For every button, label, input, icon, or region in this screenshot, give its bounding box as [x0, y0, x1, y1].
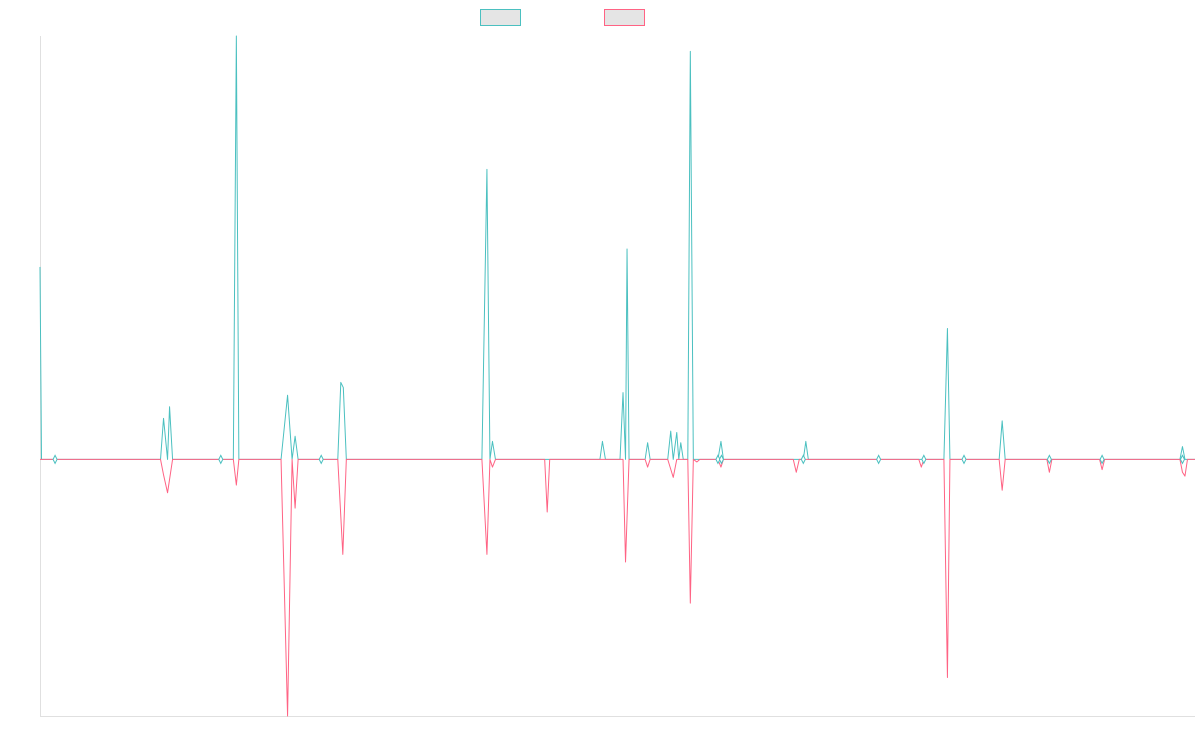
axes [40, 36, 1195, 717]
legend-swatch-series-2[interactable] [604, 9, 645, 26]
legend-item-series-1[interactable] [480, 9, 521, 26]
data-point-marker [800, 454, 806, 465]
data-point-marker [876, 454, 882, 465]
legend-swatch-series-1[interactable] [480, 9, 521, 26]
data-point-marker [715, 454, 721, 465]
data-point-marker [921, 454, 927, 465]
series-line-1 [39, 35, 1195, 460]
data-point-marker [1046, 454, 1052, 465]
legend-item-series-2[interactable] [604, 9, 645, 26]
data-point-marker [52, 454, 58, 465]
point-markers [52, 454, 1186, 465]
data-point-marker [1099, 454, 1105, 465]
data-point-marker [1179, 454, 1186, 465]
data-point-marker [218, 454, 224, 465]
legend [480, 9, 645, 26]
data-point-marker [318, 454, 324, 465]
data-point-marker [718, 454, 725, 465]
data-point-marker [961, 454, 967, 465]
series-line-2 [40, 458, 1195, 717]
plot-area [39, 35, 1195, 717]
